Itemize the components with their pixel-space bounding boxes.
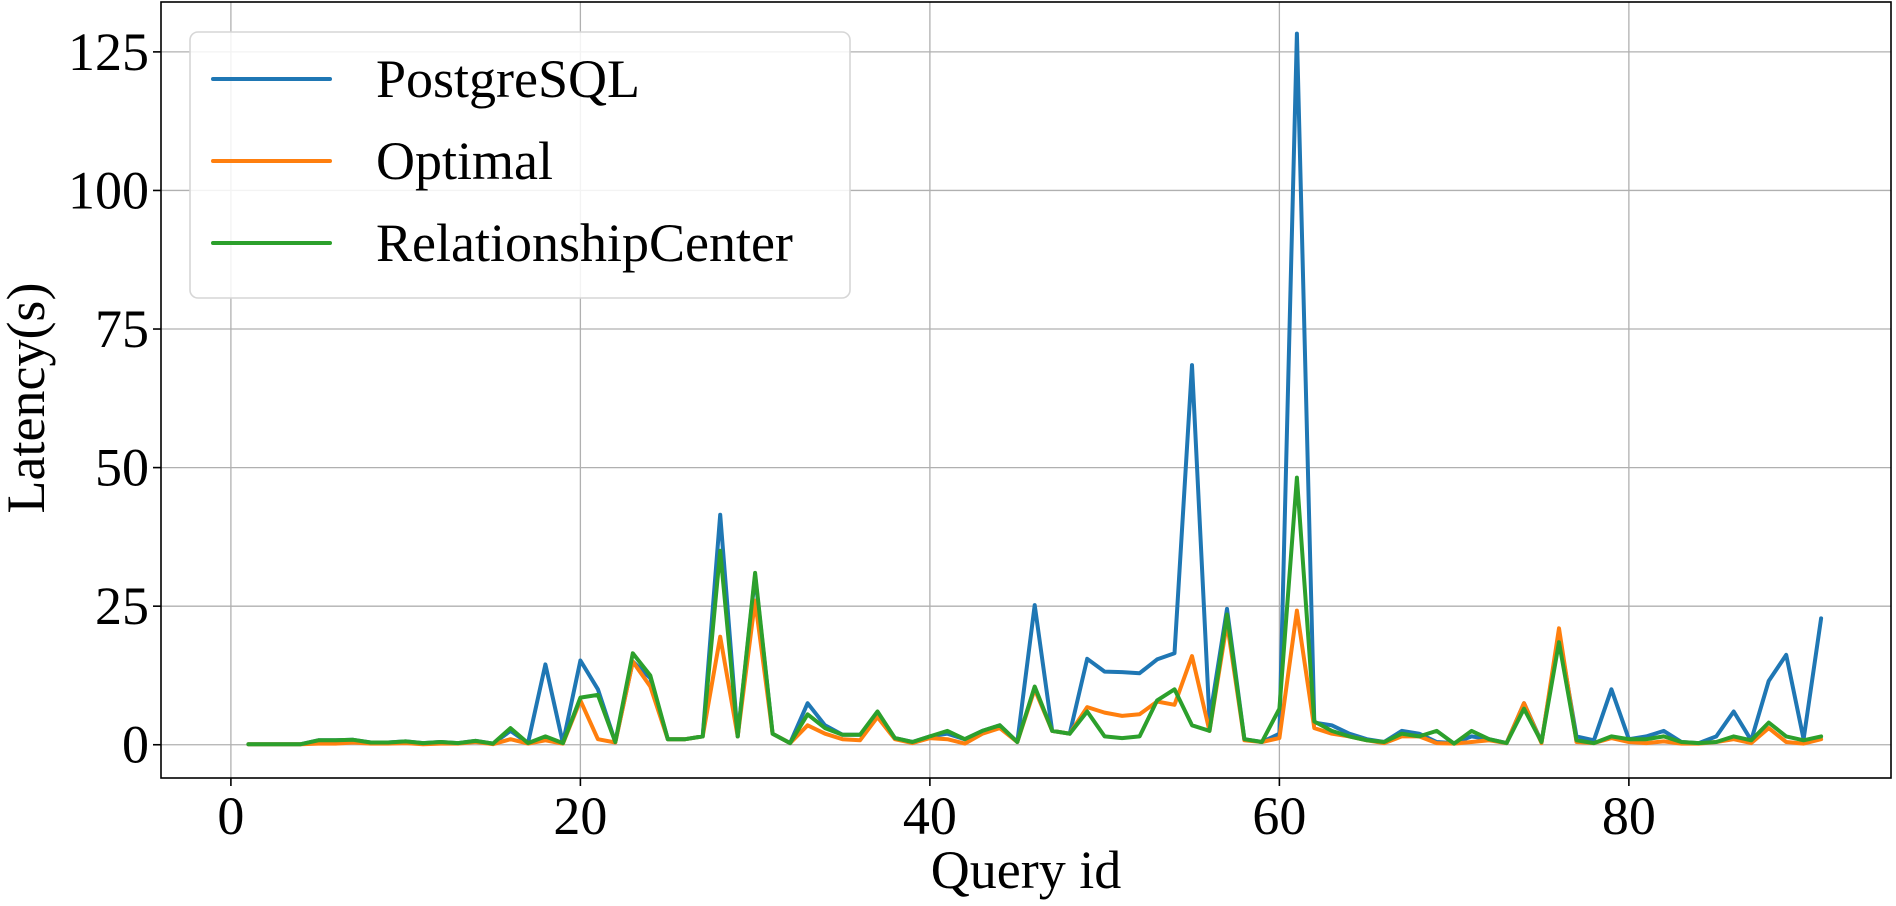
y-tick-label: 100 <box>68 160 149 220</box>
x-tick-label: 80 <box>1602 786 1656 846</box>
y-tick-label: 50 <box>95 438 149 498</box>
y-tick-label: 25 <box>95 576 149 636</box>
legend-box <box>189 31 851 299</box>
x-tick-label: 0 <box>217 786 244 846</box>
legend-label-relationshipcenter: RelationshipCenter <box>376 213 793 273</box>
y-tick-label: 75 <box>95 299 149 359</box>
axis-ticks: 0 20 40 60 80 0 25 50 75 100 125 <box>68 22 1656 846</box>
plot-frame <box>160 1 1892 779</box>
x-axis-label: Query id <box>931 840 1121 900</box>
x-tick-label: 20 <box>553 786 607 846</box>
legend: PostgreSQL Optimal RelationshipCenter <box>189 31 851 299</box>
legend-label-optimal: Optimal <box>376 131 553 191</box>
series-line-relationshipcenter <box>246 475 1824 747</box>
x-tick-label: 60 <box>1252 786 1306 846</box>
y-tick-label: 125 <box>68 22 149 82</box>
y-axis-label: Latency(s) <box>0 283 56 514</box>
series-line-optimal <box>246 598 1824 747</box>
series-lines <box>246 31 1824 747</box>
x-tick-label: 40 <box>903 786 957 846</box>
legend-label-postgresql: PostgreSQL <box>376 49 640 109</box>
y-tick-label: 0 <box>122 715 149 775</box>
legend-items: PostgreSQL Optimal RelationshipCenter <box>211 49 793 273</box>
